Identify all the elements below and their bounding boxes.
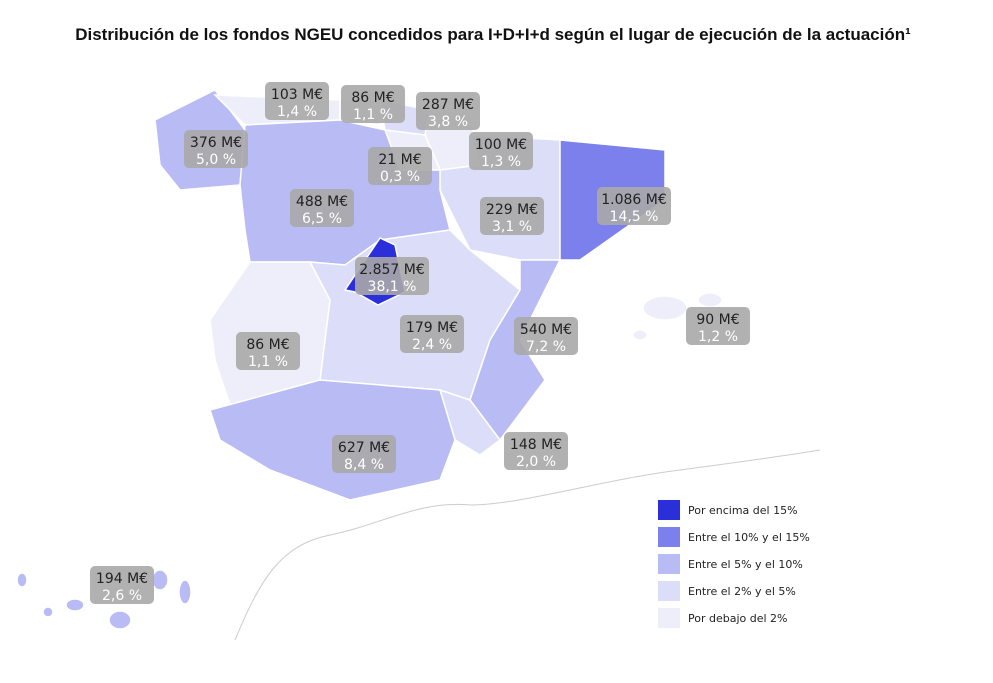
africa-coast <box>234 449 821 641</box>
legend-label: Entre el 10% y el 15% <box>688 531 810 544</box>
baleares <box>642 295 688 321</box>
region-label: 90 M€1,2 % <box>686 307 750 345</box>
region-share: 3,8 % <box>428 114 468 130</box>
region-label: 21 M€0,3 % <box>368 147 432 185</box>
label-box <box>236 332 300 370</box>
region-amount: 194 M€ <box>96 571 148 587</box>
region-label: 86 M€1,1 % <box>236 332 300 370</box>
legend-label: Por encima del 15% <box>688 504 798 517</box>
label-box <box>686 307 750 345</box>
label-box <box>480 197 544 235</box>
label-box <box>368 147 432 185</box>
legend-swatch <box>658 527 680 547</box>
label-box <box>355 257 429 295</box>
region-share: 0,3 % <box>380 169 420 185</box>
label-box <box>469 132 533 170</box>
region-share: 8,4 % <box>344 457 384 473</box>
region-label: 100 M€1,3 % <box>469 132 533 170</box>
region-share: 1,2 % <box>698 329 738 345</box>
label-box <box>597 187 671 225</box>
region-share: 1,4 % <box>277 104 317 120</box>
region-label: 2.857 M€38,1 % <box>355 257 429 295</box>
region-label: 229 M€3,1 % <box>480 197 544 235</box>
region-label: 86 M€1,1 % <box>341 85 405 123</box>
legend-label: Entre el 5% y el 10% <box>688 558 803 571</box>
canarias <box>108 610 132 630</box>
region-label: 194 M€2,6 % <box>90 566 154 604</box>
region-labels: 103 M€1,4 %86 M€1,1 %287 M€3,8 %376 M€5,… <box>90 82 750 604</box>
legend: Por encima del 15% Entre el 10% y el 15% E… <box>658 500 810 628</box>
region-share: 1,3 % <box>481 154 521 170</box>
region-amount: 376 M€ <box>190 135 242 151</box>
label-box <box>265 82 329 120</box>
baleares <box>632 329 648 341</box>
label-box <box>504 432 568 470</box>
region-amount: 229 M€ <box>486 202 538 218</box>
region-amount: 100 M€ <box>475 137 527 153</box>
region-amount: 90 M€ <box>696 312 739 328</box>
legend-swatch <box>658 581 680 601</box>
region-amount: 1.086 M€ <box>601 192 667 208</box>
region-share: 2,4 % <box>412 337 452 353</box>
region-share: 5,0 % <box>196 152 236 168</box>
region-share: 2,6 % <box>102 588 142 604</box>
region-amount: 86 M€ <box>246 337 289 353</box>
region-amount: 179 M€ <box>406 320 458 336</box>
canarias <box>65 598 85 612</box>
region-amount: 86 M€ <box>351 90 394 106</box>
label-box <box>332 435 396 473</box>
region-share: 1,1 % <box>248 354 288 370</box>
region-label: 1.086 M€14,5 % <box>597 187 671 225</box>
region-amount: 287 M€ <box>422 97 474 113</box>
region-label: 287 M€3,8 % <box>416 92 480 130</box>
region-label: 488 M€6,5 % <box>290 189 354 227</box>
canarias <box>151 569 169 591</box>
region-share: 2,0 % <box>516 454 556 470</box>
region-amount: 627 M€ <box>338 440 390 456</box>
label-box <box>416 92 480 130</box>
region-amount: 21 M€ <box>378 152 421 168</box>
label-box <box>90 566 154 604</box>
canarias <box>16 572 28 588</box>
region-share: 7,2 % <box>526 339 566 355</box>
canarias <box>42 606 54 618</box>
map-title: Distribución de los fondos NGEU concedid… <box>75 25 911 44</box>
region-share: 6,5 % <box>302 211 342 227</box>
canarias <box>178 579 192 605</box>
region-share: 1,1 % <box>353 107 393 123</box>
region-amount: 148 M€ <box>510 437 562 453</box>
legend-label: Por debajo del 2% <box>688 612 788 625</box>
label-box <box>400 315 464 353</box>
legend-label: Entre el 2% y el 5% <box>688 585 796 598</box>
label-box <box>184 130 248 168</box>
region-share: 14,5 % <box>610 209 659 225</box>
legend-swatch <box>658 608 680 628</box>
region-label: 376 M€5,0 % <box>184 130 248 168</box>
region-label: 179 M€2,4 % <box>400 315 464 353</box>
region-amount: 103 M€ <box>271 87 323 103</box>
baleares <box>697 292 723 308</box>
label-box <box>514 317 578 355</box>
region-label: 148 M€2,0 % <box>504 432 568 470</box>
label-box <box>290 189 354 227</box>
region-share: 3,1 % <box>492 219 532 235</box>
region-label: 103 M€1,4 % <box>265 82 329 120</box>
region-share: 38,1 % <box>368 279 417 295</box>
region-label: 627 M€8,4 % <box>332 435 396 473</box>
region-amount: 540 M€ <box>520 322 572 338</box>
legend-swatch <box>658 554 680 574</box>
region-amount: 488 M€ <box>296 194 348 210</box>
label-box <box>341 85 405 123</box>
legend-swatch <box>658 500 680 520</box>
region-amount: 2.857 M€ <box>359 262 425 278</box>
region-label: 540 M€7,2 % <box>514 317 578 355</box>
